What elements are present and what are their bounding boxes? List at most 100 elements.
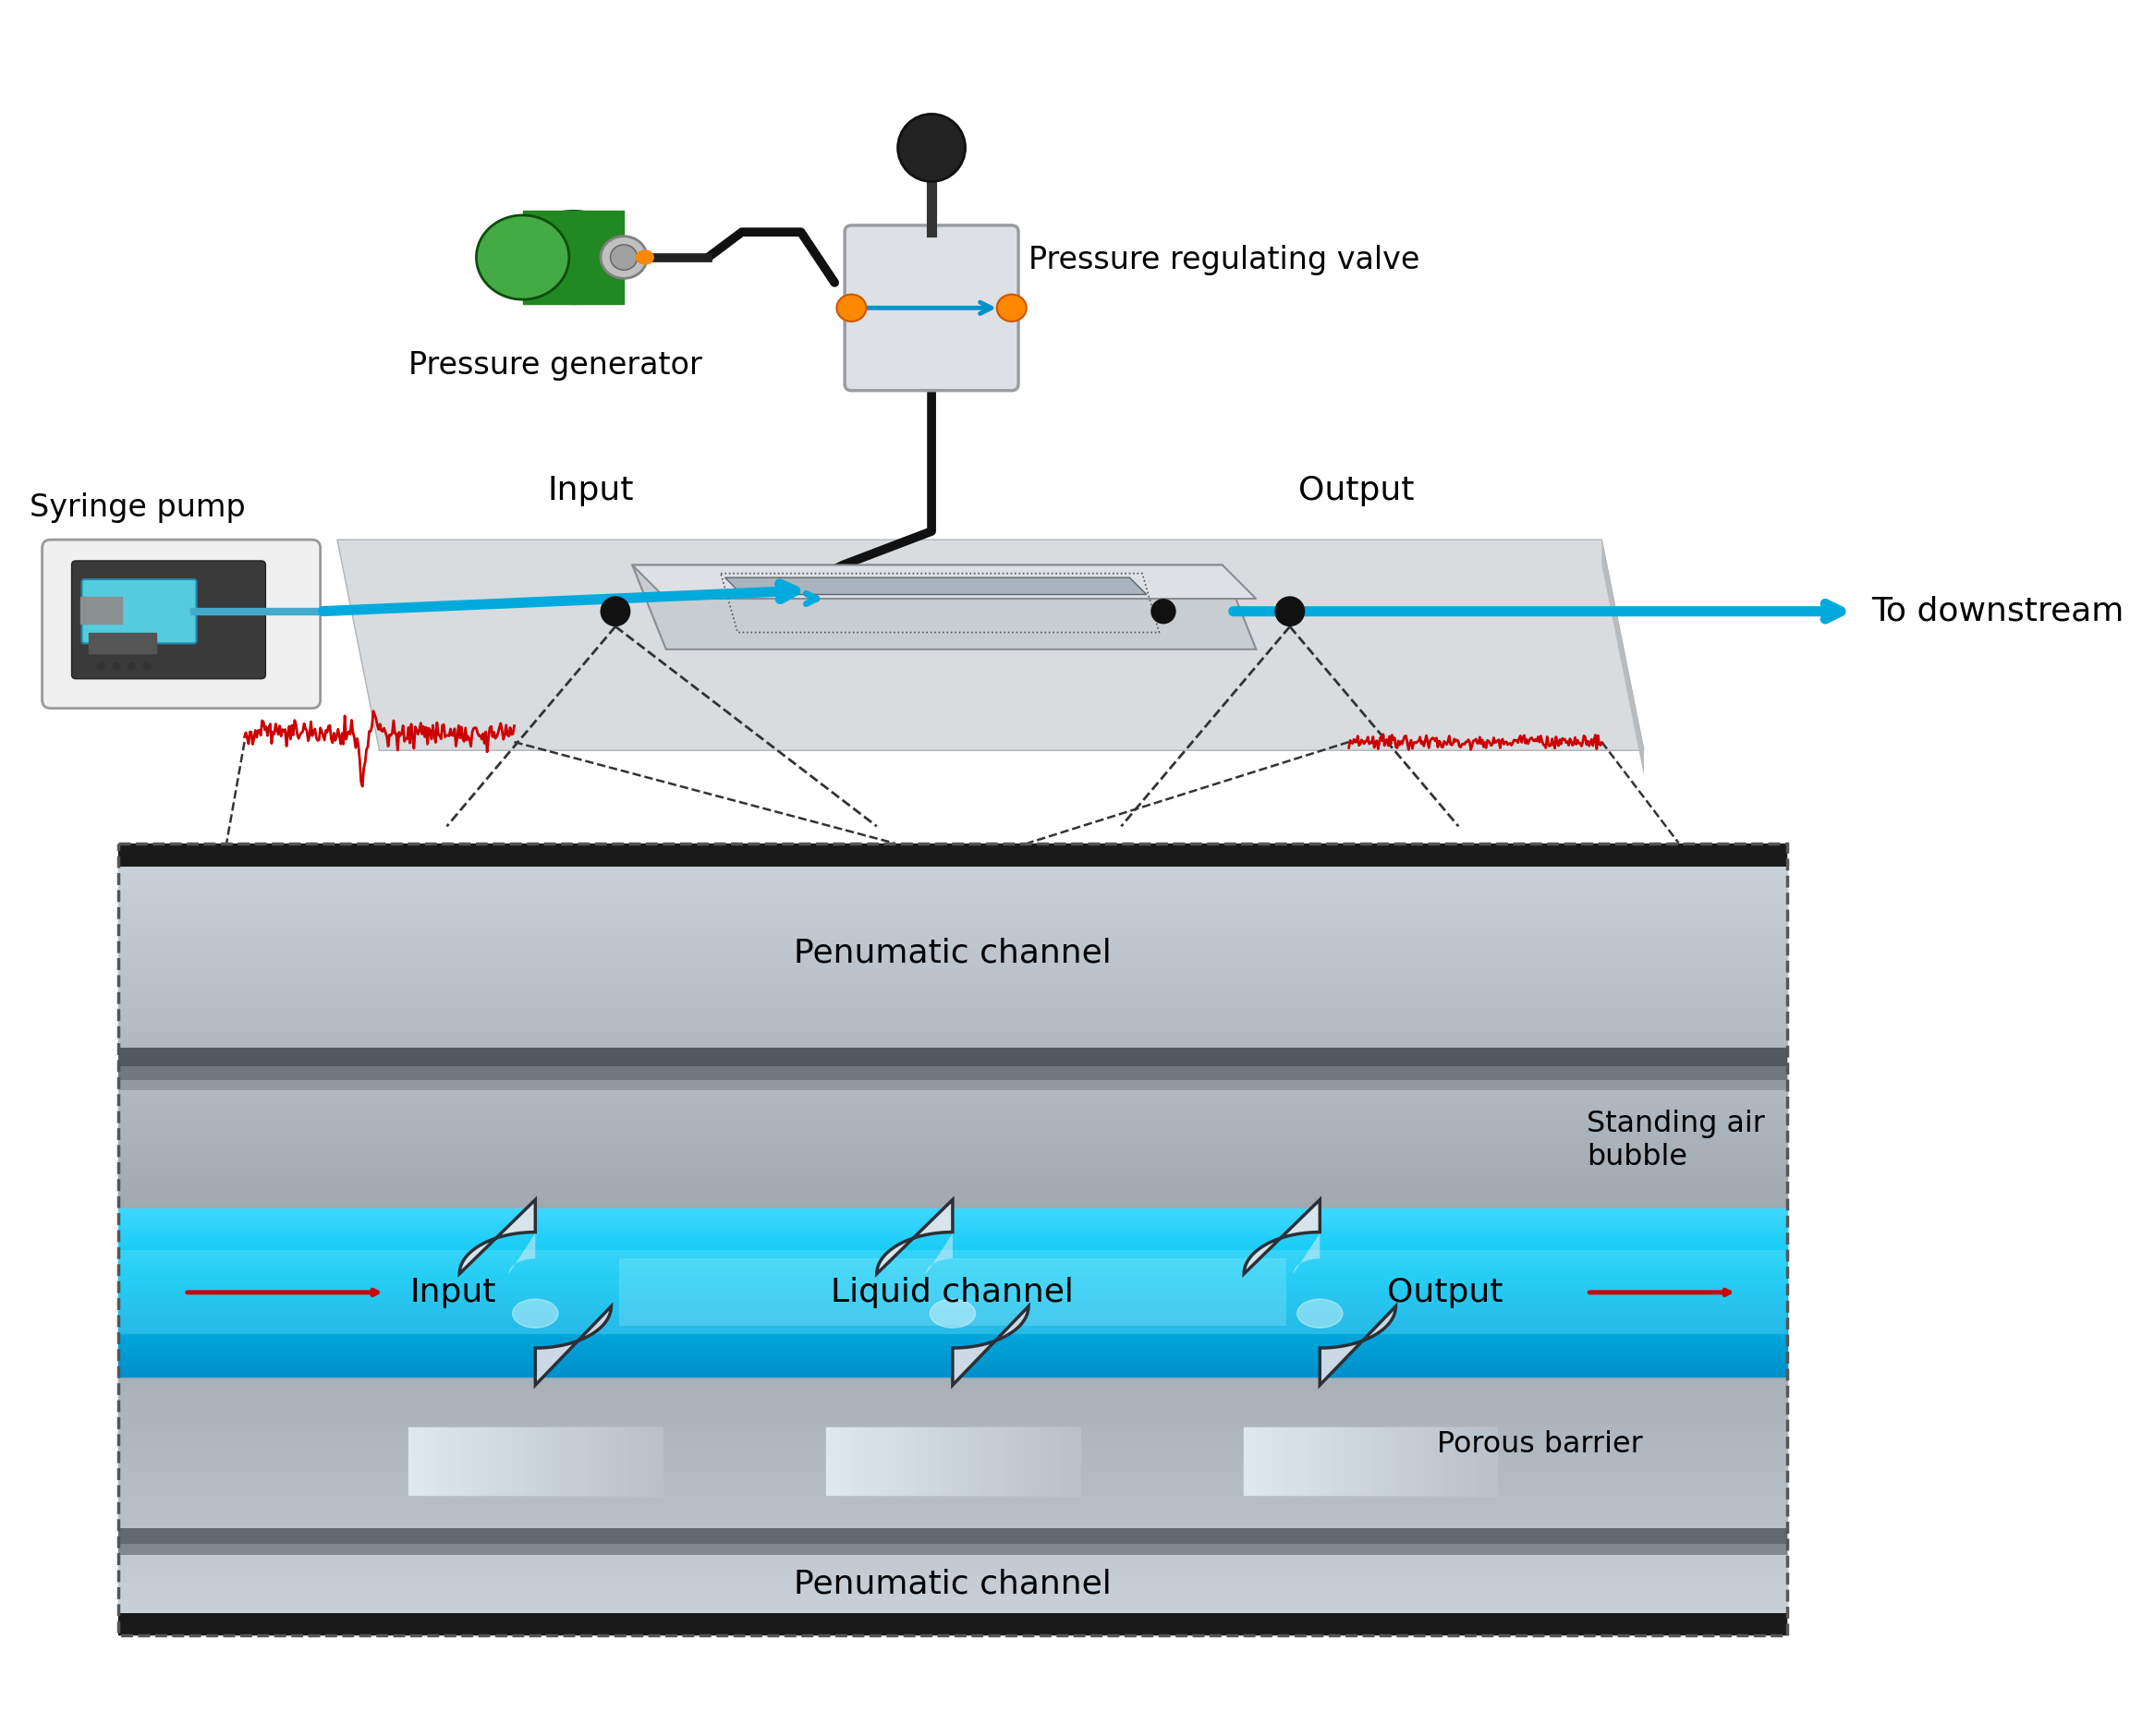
Bar	[117, 1028, 1787, 1042]
Bar	[456, 1427, 460, 1495]
Bar	[117, 1397, 1787, 1399]
Bar	[927, 1427, 931, 1495]
Bar	[117, 1470, 1787, 1472]
Bar	[439, 1427, 443, 1495]
Bar	[1472, 1427, 1476, 1495]
Bar	[117, 1583, 1787, 1595]
Polygon shape	[1602, 540, 1644, 776]
Bar	[117, 1033, 1787, 1036]
Bar	[1378, 1427, 1382, 1495]
Bar	[117, 1476, 1787, 1477]
Bar	[927, 1427, 931, 1495]
Bar	[117, 1198, 1787, 1200]
Bar	[117, 1108, 1787, 1109]
Polygon shape	[535, 1305, 611, 1385]
Bar	[1323, 1427, 1327, 1495]
Bar	[826, 1427, 831, 1495]
Bar	[117, 946, 1787, 948]
Bar	[1046, 1427, 1050, 1495]
Bar	[422, 1427, 426, 1495]
Bar	[117, 1493, 1787, 1495]
Bar	[117, 1153, 1787, 1154]
Bar	[952, 1427, 956, 1495]
Bar	[117, 972, 1787, 976]
Bar	[117, 996, 1787, 1000]
Bar	[117, 1345, 1787, 1358]
Bar	[117, 1203, 1787, 1205]
Polygon shape	[633, 564, 1257, 599]
Polygon shape	[337, 540, 1644, 750]
Bar	[117, 1319, 1787, 1332]
Bar	[490, 1427, 494, 1495]
Bar	[117, 870, 1787, 873]
Bar	[117, 1279, 1787, 1292]
Bar	[117, 1555, 1787, 1569]
Bar	[117, 1207, 1787, 1208]
Polygon shape	[460, 1200, 535, 1274]
Bar	[117, 1045, 1787, 1049]
Bar	[1433, 1427, 1438, 1495]
Bar	[117, 1156, 1787, 1160]
Bar	[1387, 1427, 1391, 1495]
Bar	[117, 1514, 1787, 1516]
Bar	[1425, 1427, 1429, 1495]
Bar	[117, 1042, 1787, 1054]
Bar	[1344, 1427, 1348, 1495]
Bar	[117, 1569, 1787, 1583]
Bar	[886, 1427, 890, 1495]
Bar	[117, 1226, 1787, 1240]
Bar	[117, 1406, 1787, 1410]
Bar	[905, 1427, 910, 1495]
Bar	[117, 1483, 1787, 1486]
Bar	[117, 1170, 1787, 1174]
Bar	[117, 1517, 1787, 1529]
Circle shape	[143, 663, 149, 670]
Bar	[1468, 1427, 1472, 1495]
Ellipse shape	[611, 245, 637, 271]
Bar	[117, 887, 1787, 891]
Bar	[1357, 1427, 1361, 1495]
Bar	[117, 955, 1787, 957]
Bar	[852, 1427, 856, 1495]
Bar	[831, 1427, 835, 1495]
Bar	[1416, 1427, 1421, 1495]
Bar	[473, 1427, 477, 1495]
Bar	[978, 1427, 982, 1495]
Text: Input: Input	[411, 1276, 496, 1309]
Bar	[117, 1141, 1787, 1144]
Bar	[117, 1200, 1787, 1213]
Bar	[117, 1003, 1787, 1005]
Bar	[117, 1486, 1787, 1488]
Polygon shape	[878, 1200, 952, 1274]
Bar	[1269, 1427, 1274, 1495]
Bar	[117, 1026, 1787, 1029]
Bar	[654, 1427, 658, 1495]
Bar	[1451, 1427, 1455, 1495]
Bar	[117, 1543, 1787, 1555]
Bar	[117, 957, 1787, 960]
Text: Output: Output	[1299, 474, 1414, 505]
Bar	[961, 1427, 965, 1495]
Bar	[117, 1528, 1787, 1543]
Bar	[1067, 1427, 1071, 1495]
Bar	[650, 1427, 654, 1495]
Bar	[117, 924, 1787, 927]
Bar	[117, 1394, 1787, 1397]
Bar	[426, 1427, 430, 1495]
Bar	[117, 962, 1787, 976]
Bar	[526, 1427, 530, 1495]
Bar	[1404, 1427, 1408, 1495]
Bar	[117, 1495, 1787, 1498]
Bar	[1399, 1427, 1404, 1495]
Bar	[1310, 1427, 1314, 1495]
Bar	[1295, 1427, 1299, 1495]
Bar	[117, 910, 1787, 911]
Bar	[486, 1427, 490, 1495]
Bar	[1037, 1427, 1042, 1495]
Bar	[1007, 1427, 1012, 1495]
Bar	[477, 1427, 481, 1495]
Ellipse shape	[1297, 1299, 1342, 1328]
Bar	[547, 1427, 552, 1495]
Circle shape	[128, 663, 134, 670]
Bar	[931, 1427, 935, 1495]
